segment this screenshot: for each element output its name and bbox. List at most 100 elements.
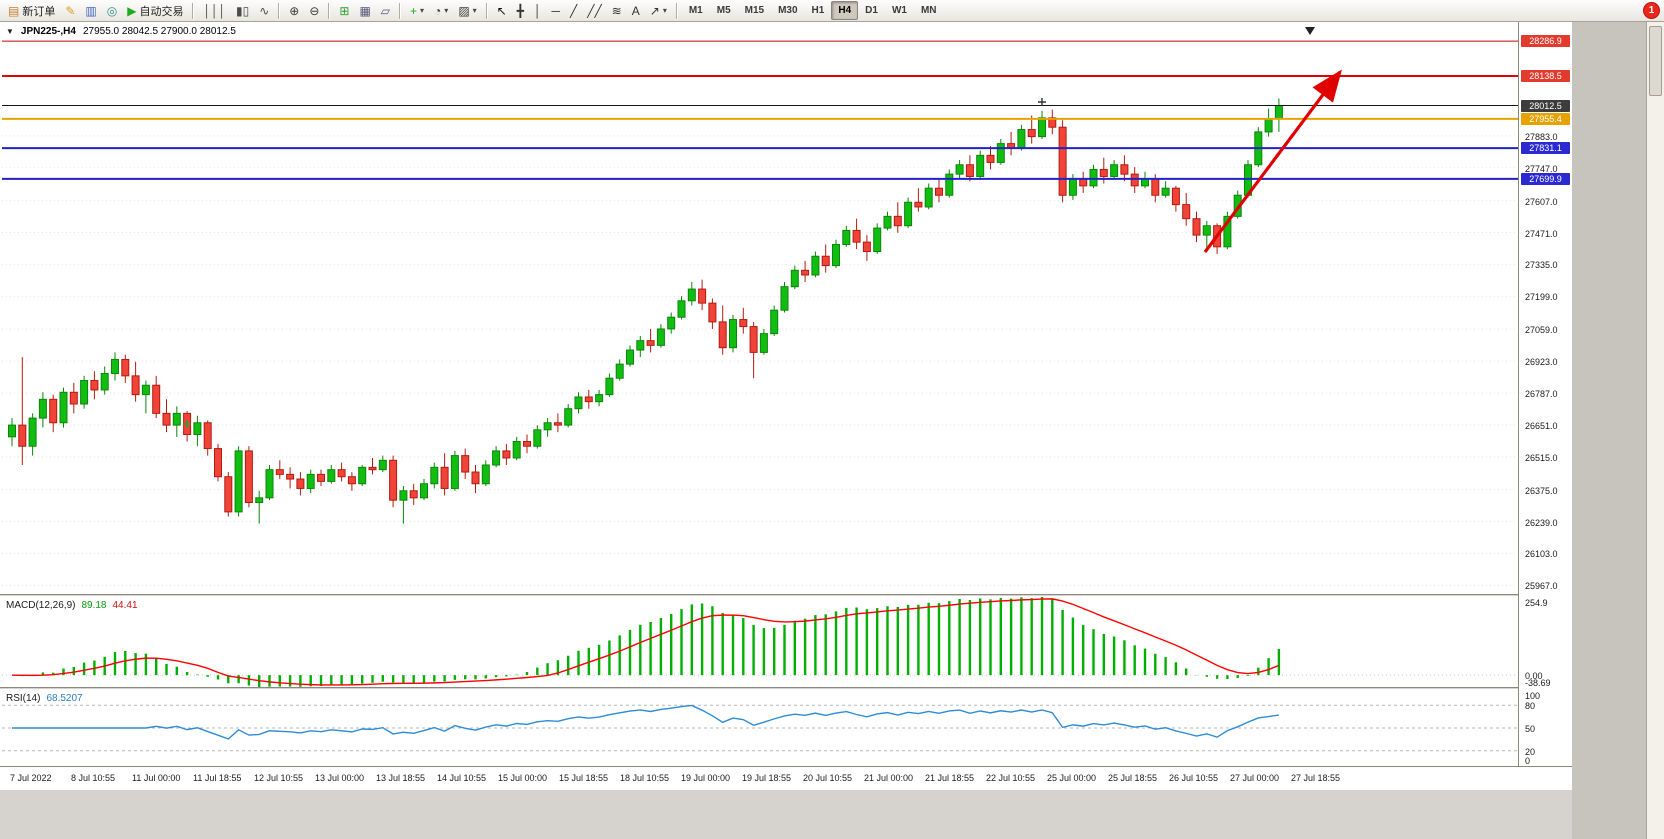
time-axis-label: 13 Jul 00:00 bbox=[315, 773, 365, 783]
time-axis-label: 15 Jul 18:55 bbox=[559, 773, 609, 783]
objects-list-button[interactable]: ▱ bbox=[376, 1, 395, 20]
crosshair-button[interactable]: ╋ bbox=[512, 1, 529, 20]
navigator-icon: ◎ bbox=[106, 3, 118, 18]
macd-scale-label: 0.00 bbox=[1525, 671, 1543, 682]
scrollbar-thumb[interactable] bbox=[1649, 26, 1662, 96]
cursor-icon: ↖ bbox=[496, 3, 507, 18]
time-axis-label: 11 Jul 00:00 bbox=[132, 773, 181, 783]
rsi-name: RSI(14) bbox=[6, 693, 41, 704]
fibonacci-button[interactable]: ≋ bbox=[607, 1, 627, 20]
tile-windows-icon: ⊞ bbox=[339, 3, 350, 18]
price-tick-label: 27335.0 bbox=[1525, 260, 1558, 271]
time-axis-label: 13 Jul 18:55 bbox=[376, 773, 426, 783]
autotrading-button[interactable]: ▶ 自动交易 bbox=[122, 1, 188, 20]
timeframe-m15-button[interactable]: M15 bbox=[744, 5, 765, 16]
toolbar-separator bbox=[485, 2, 488, 19]
zoom-in-button[interactable]: ⊕ bbox=[284, 1, 304, 20]
zoom-out-button[interactable]: ⊖ bbox=[304, 1, 324, 20]
macd-scale-label: -38.69 bbox=[1525, 678, 1551, 688]
profiles-button[interactable]: ▥ bbox=[80, 1, 101, 20]
cursor-button[interactable]: ↖ bbox=[492, 1, 512, 20]
crosshair-icon: ╋ bbox=[516, 3, 524, 18]
time-axis-label: 8 Jul 10:55 bbox=[71, 773, 116, 783]
macd-name: MACD(12,26,9) bbox=[6, 600, 76, 611]
fibonacci-icon: ≋ bbox=[611, 3, 622, 18]
price-tick-label: 27199.0 bbox=[1525, 292, 1558, 303]
main-chart-canvas[interactable] bbox=[2, 24, 1518, 594]
price-tick-label: 25967.0 bbox=[1525, 581, 1558, 592]
new-order-button[interactable]: ▤ 新订单 bbox=[3, 1, 60, 20]
chart-header: ▼ JPN225-,H4 27955.0 28042.5 27900.0 280… bbox=[6, 26, 236, 37]
time-axis-label: 7 Jul 2022 bbox=[10, 773, 52, 783]
profiles-icon: ▥ bbox=[85, 3, 97, 18]
dropdown-caret-icon: ▾ bbox=[662, 6, 667, 15]
timeframe-m1-button[interactable]: M1 bbox=[688, 5, 703, 16]
rsi-value: 68.5207 bbox=[46, 693, 83, 704]
timeframe-mn-button[interactable]: MN bbox=[920, 5, 937, 16]
time-axis-label: 19 Jul 00:00 bbox=[681, 773, 731, 783]
metaeditor-button[interactable]: ✎ bbox=[60, 1, 80, 20]
bar-chart-icon: │││ bbox=[203, 3, 226, 18]
arrange-charts-button[interactable]: ▦ bbox=[354, 1, 375, 20]
timeframe-w1-button[interactable]: W1 bbox=[891, 5, 907, 16]
time-axis-label: 14 Jul 10:55 bbox=[437, 773, 487, 783]
timeframe-h4-button[interactable]: H4 bbox=[831, 1, 859, 20]
symbol-dropdown-caret-icon[interactable]: ▼ bbox=[6, 27, 14, 36]
time-axis-label: 21 Jul 18:55 bbox=[925, 773, 975, 783]
chart-window: ▼ JPN225-,H4 27955.0 28042.5 27900.0 280… bbox=[0, 22, 1572, 790]
rsi-scale-label: 20 bbox=[1525, 746, 1536, 757]
channel-button[interactable]: ╱╱ bbox=[582, 1, 606, 20]
chart-symbol-timeframe: JPN225-,H4 bbox=[20, 26, 76, 37]
workspace-background bbox=[1572, 22, 1646, 839]
rsi-panel-separator[interactable] bbox=[0, 687, 1518, 690]
price-axis[interactable]: 27883.0 27747.0 27607.0 27471.0 27335.0 27199… bbox=[1518, 22, 1572, 766]
tile-windows-button[interactable]: ⊞ bbox=[334, 1, 354, 20]
rsi-scale-label: 50 bbox=[1525, 724, 1536, 734]
new-order-button-label: 新订单 bbox=[22, 5, 56, 18]
add-indicator-button[interactable]: + ▾ bbox=[405, 1, 429, 20]
new-order-icon: ▤ bbox=[8, 3, 20, 18]
time-axis-label: 27 Jul 00:00 bbox=[1230, 773, 1280, 783]
price-tick-label: 27607.0 bbox=[1525, 196, 1558, 207]
candlestick-chart-icon: ▮▯ bbox=[235, 3, 250, 18]
main-toolbar: ▤ 新订单 ✎ ▥ ◎ ▶ 自动交易 │││ ▮▯ ∿ ⊕ ⊖ ⊞ ▦ ▱ + ▾ ◔ ▾ ▨ ▾ ↖ ╋ │ ─ ╱ ╱╱ ≋ A ↗ ▾… bbox=[0, 0, 1664, 22]
timeframe-d1-button[interactable]: D1 bbox=[865, 5, 878, 16]
templates-button[interactable]: ▨ ▾ bbox=[453, 1, 481, 20]
bar-chart-button[interactable]: │││ bbox=[198, 1, 231, 20]
price-tick-label: 27747.0 bbox=[1525, 163, 1558, 174]
horizontal-line-icon: ─ bbox=[551, 3, 560, 18]
periods-button[interactable]: ◔ ▾ bbox=[429, 1, 453, 20]
navigator-button[interactable]: ◎ bbox=[102, 1, 122, 20]
orange-level-badge: 27955.4 bbox=[1521, 112, 1570, 125]
vertical-scrollbar[interactable] bbox=[1646, 22, 1664, 839]
arrows-button[interactable]: ↗ ▾ bbox=[645, 1, 672, 20]
price-tick-label: 27883.0 bbox=[1525, 131, 1558, 142]
objects-list-icon: ▱ bbox=[380, 3, 391, 18]
rsi-canvas[interactable] bbox=[2, 690, 1518, 766]
zoom-out-icon: ⊖ bbox=[309, 3, 320, 18]
clock-icon: ◔ bbox=[434, 3, 442, 18]
timeframe-m5-button[interactable]: M5 bbox=[716, 5, 731, 16]
time-axis[interactable]: 7 Jul 2022 8 Jul 10:55 11 Jul 00:00 11 Jul … bbox=[0, 766, 1572, 790]
chart-ohlc-values: 27955.0 28042.5 27900.0 28012.5 bbox=[82, 26, 236, 37]
candlestick-chart-button[interactable]: ▮▯ bbox=[231, 1, 254, 20]
price-tick-label: 27471.0 bbox=[1525, 228, 1558, 239]
time-axis-label: 19 Jul 18:55 bbox=[742, 773, 792, 783]
timeframe-m30-button[interactable]: M30 bbox=[778, 5, 798, 16]
timeframe-h1-button[interactable]: H1 bbox=[811, 5, 825, 16]
macd-canvas[interactable] bbox=[2, 597, 1518, 687]
resistance-target-badge: 28138.5 bbox=[1521, 69, 1570, 82]
line-chart-icon: ∿ bbox=[259, 3, 270, 18]
text-button[interactable]: A bbox=[627, 1, 645, 20]
notification-badge[interactable]: 1 bbox=[1644, 3, 1659, 18]
vertical-line-icon: │ bbox=[533, 3, 542, 18]
macd-indicator-label: MACD(12,26,9) 89.18 44.41 bbox=[6, 600, 138, 611]
dropdown-caret-icon: ▾ bbox=[444, 6, 449, 15]
toolbar-separator bbox=[328, 2, 331, 19]
macd-panel-separator[interactable] bbox=[0, 594, 1518, 597]
trendline-button[interactable]: ╱ bbox=[565, 1, 582, 20]
line-chart-button[interactable]: ∿ bbox=[254, 1, 274, 20]
price-tick-label: 26375.0 bbox=[1525, 485, 1558, 496]
horizontal-line-button[interactable]: ─ bbox=[546, 1, 565, 20]
vertical-line-button[interactable]: │ bbox=[529, 1, 547, 20]
